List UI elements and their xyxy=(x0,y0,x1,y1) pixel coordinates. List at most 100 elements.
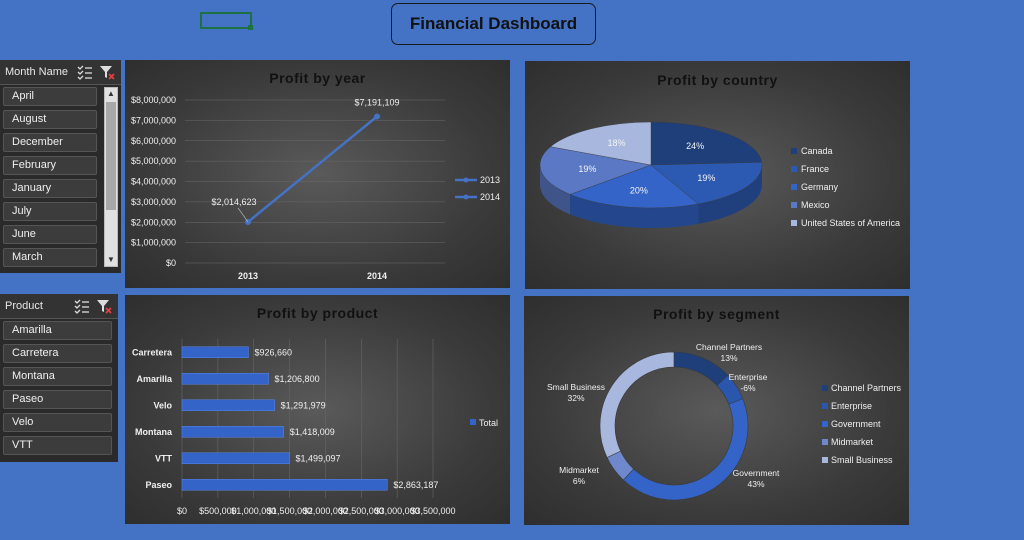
doughnut-segment xyxy=(622,398,749,501)
y-tick-label: $3,000,000 xyxy=(131,197,176,207)
y-tick-label: Carretera xyxy=(132,347,173,357)
product-item-velo[interactable]: Velo xyxy=(3,413,112,432)
pie-slice xyxy=(539,146,652,195)
data-label: $1,206,800 xyxy=(275,374,320,384)
product-item-montana[interactable]: Montana xyxy=(3,367,112,386)
y-tick-label: VTT xyxy=(155,453,173,463)
product-slicer-header: Product xyxy=(0,294,118,319)
multi-select-icon[interactable] xyxy=(76,63,94,81)
month-item-january[interactable]: January xyxy=(3,179,97,198)
scroll-up-icon[interactable]: ▲ xyxy=(107,89,115,98)
multi-select-icon[interactable] xyxy=(73,297,91,315)
profit-by-segment-chart[interactable]: Profit by segment Channel Partners 13% Ent… xyxy=(524,296,909,525)
scroll-down-icon[interactable]: ▼ xyxy=(107,255,115,264)
x-tick-label: $3,000,000 xyxy=(375,506,420,516)
clear-filter-icon[interactable] xyxy=(95,297,113,315)
data-label: $2,863,187 xyxy=(393,480,438,490)
data-label: 24% xyxy=(686,141,704,151)
pie-slice xyxy=(569,164,699,209)
y-tick-label: $2,000,000 xyxy=(131,217,176,227)
legend-marker xyxy=(791,166,797,172)
data-point xyxy=(374,113,380,120)
selected-cell[interactable] xyxy=(200,12,253,30)
product-item-vtt[interactable]: VTT xyxy=(3,436,112,455)
profit-by-year-plot: $0 $1,000,000 $2,000,000 $3,000,000 $4,000,0… xyxy=(131,95,500,281)
legend-entry: Mexico xyxy=(801,200,830,210)
x-tick-label: 2014 xyxy=(367,271,387,281)
product-slicer[interactable]: Product Amarilla Carretera Montana Paseo Vel… xyxy=(0,294,118,462)
clear-filter-icon[interactable] xyxy=(98,63,116,81)
chart-title: Profit by product xyxy=(256,305,379,321)
data-label: $1,499,097 xyxy=(296,453,341,463)
data-label: 6% xyxy=(573,476,586,486)
profit-by-product-chart[interactable]: Profit by product $0 $500,000 $1,000,000 $1… xyxy=(125,295,510,524)
y-tick-label: Paseo xyxy=(145,480,172,490)
product-slicer-label: Product xyxy=(5,300,43,312)
data-label: 20% xyxy=(630,185,648,195)
month-item-february[interactable]: February xyxy=(3,156,97,175)
legend-entry: France xyxy=(801,164,829,174)
y-tick-label: $4,000,000 xyxy=(131,177,176,187)
profit-by-year-chart[interactable]: Profit by year $0 $1,000,000 $2,000,000 $3,… xyxy=(125,60,510,288)
x-tick-label: $500,000 xyxy=(199,506,237,516)
month-item-june[interactable]: June xyxy=(3,225,97,244)
month-slicer[interactable]: Month Name April August December February Ja… xyxy=(0,60,121,273)
month-item-july[interactable]: July xyxy=(3,202,97,221)
pie-slice-side xyxy=(698,165,762,224)
product-item-carretera[interactable]: Carretera xyxy=(3,344,112,363)
product-item-paseo[interactable]: Paseo xyxy=(3,390,112,409)
legend-marker xyxy=(791,184,797,190)
profit-by-country-chart[interactable]: Profit by country 24% 19% 20% 19% 18% Canada F… xyxy=(525,61,910,289)
profit-by-product-plot: $0 $500,000$1,000,000$1,500,000$2,000,000… xyxy=(132,339,498,516)
legend-dot xyxy=(463,177,469,183)
scroll-thumb[interactable] xyxy=(106,102,116,210)
month-item-august[interactable]: August xyxy=(3,110,97,129)
legend-entry: Government xyxy=(831,419,881,429)
month-slicer-header: Month Name xyxy=(0,60,121,85)
data-label: 19% xyxy=(697,173,715,183)
pie-slice xyxy=(650,162,763,205)
product-item-amarilla[interactable]: Amarilla xyxy=(3,321,112,340)
x-tick-label: $2,000,000 xyxy=(303,506,348,516)
month-item-december[interactable]: December xyxy=(3,133,97,152)
legend-entry: United States of America xyxy=(801,218,900,228)
series-line xyxy=(247,115,378,223)
month-item-april[interactable]: April xyxy=(3,87,97,106)
y-tick-label: $7,000,000 xyxy=(131,115,176,125)
leader-line xyxy=(237,207,249,223)
bar xyxy=(181,426,284,438)
y-tick-label: Montana xyxy=(135,427,173,437)
legend-entry: Germany xyxy=(801,182,839,192)
legend-entry: Enterprise xyxy=(831,401,872,411)
legend-marker xyxy=(822,385,828,391)
bar xyxy=(181,479,388,491)
data-label-category: Small Business xyxy=(547,382,605,392)
month-slicer-scrollbar[interactable]: ▲ ▼ xyxy=(104,87,118,267)
bar xyxy=(181,346,249,358)
data-label: -6% xyxy=(740,383,756,393)
pie-slice-side xyxy=(540,165,571,215)
profit-by-segment-plot: Channel Partners 13% Enterprise -6% Governme… xyxy=(547,342,902,501)
legend-entry: Small Business xyxy=(831,455,893,465)
legend-entry: Channel Partners xyxy=(831,383,902,393)
bar xyxy=(181,373,269,385)
pie-slice xyxy=(650,121,763,166)
bar xyxy=(181,452,290,464)
data-label: $7,191,109 xyxy=(354,97,399,107)
data-label-category: Government xyxy=(733,468,780,478)
y-tick-label: $0 xyxy=(166,258,176,268)
y-tick-label: $1,000,000 xyxy=(131,238,176,248)
data-label: 18% xyxy=(607,138,625,148)
data-label: 43% xyxy=(747,479,764,489)
profit-by-country-plot: 24% 19% 20% 19% 18% Canada France Germany Mexico… xyxy=(539,121,900,228)
y-tick-label: Amarilla xyxy=(136,374,173,384)
data-label: 13% xyxy=(720,353,737,363)
data-label: $1,291,979 xyxy=(281,400,326,410)
month-slicer-label: Month Name xyxy=(5,66,68,78)
legend-entry: Total xyxy=(479,418,498,428)
y-tick-label: $8,000,000 xyxy=(131,95,176,105)
legend-marker xyxy=(822,421,828,427)
y-tick-label: Velo xyxy=(153,400,172,410)
data-label: $926,660 xyxy=(254,347,292,357)
month-item-march[interactable]: March xyxy=(3,248,97,267)
